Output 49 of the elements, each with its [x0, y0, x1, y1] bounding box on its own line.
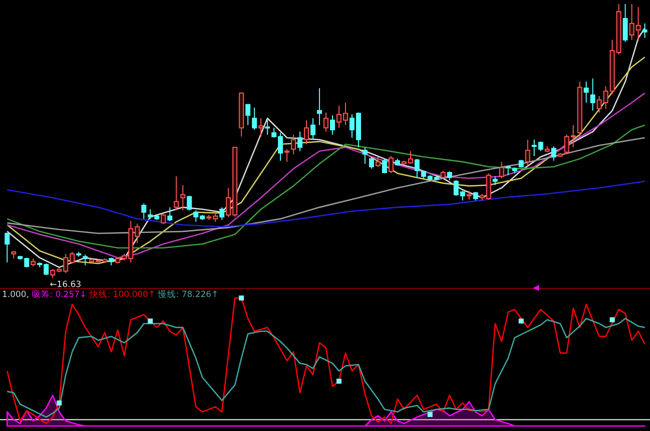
candlestick — [245, 104, 250, 126]
candlestick — [252, 107, 257, 130]
point — [56, 400, 62, 406]
candlestick — [362, 146, 368, 164]
candlestick — [382, 158, 388, 174]
annotation: : 78.226↑ — [176, 290, 218, 300]
text: 慢线 — [157, 289, 176, 300]
candlestick — [316, 88, 322, 126]
candlestick — [590, 78, 596, 112]
candlestick — [264, 118, 270, 136]
point — [610, 317, 615, 322]
candlestick — [369, 156, 374, 170]
point — [518, 318, 524, 324]
point — [148, 318, 153, 324]
candlestick — [258, 118, 264, 138]
candlestick — [376, 156, 381, 168]
point — [428, 412, 433, 417]
candlestick — [323, 112, 328, 132]
candlestick — [141, 202, 146, 220]
text: 吸筹 — [32, 289, 50, 300]
candlestick — [499, 161, 504, 179]
candlestick — [642, 22, 648, 38]
candlestick — [180, 184, 186, 211]
candlestick — [297, 131, 302, 152]
candlestick — [596, 96, 602, 114]
candlestick — [167, 206, 172, 222]
candlestick — [525, 139, 530, 166]
annotation: : 0.257↓ — [50, 290, 90, 300]
annotation: : 100.000↑ — [107, 290, 158, 300]
candlestick — [622, 4, 628, 42]
candlestick — [4, 232, 10, 263]
point — [336, 378, 342, 384]
candlestick — [388, 156, 394, 174]
candlestick — [310, 118, 316, 140]
text: ←16.63 — [50, 280, 82, 290]
candlestick — [551, 146, 556, 162]
candlestick — [414, 158, 420, 178]
candlestick — [284, 148, 290, 162]
candlestick — [174, 176, 179, 211]
candlestick — [330, 114, 335, 136]
candlestick — [584, 81, 589, 104]
candlestick — [304, 120, 309, 145]
point — [238, 296, 244, 300]
candlestick — [290, 134, 296, 155]
annotation: 1.000, — [2, 290, 32, 300]
series-label: 快线 — [88, 289, 108, 300]
candlestick — [82, 254, 88, 266]
candlestick — [219, 206, 224, 220]
candlestick — [186, 195, 192, 211]
